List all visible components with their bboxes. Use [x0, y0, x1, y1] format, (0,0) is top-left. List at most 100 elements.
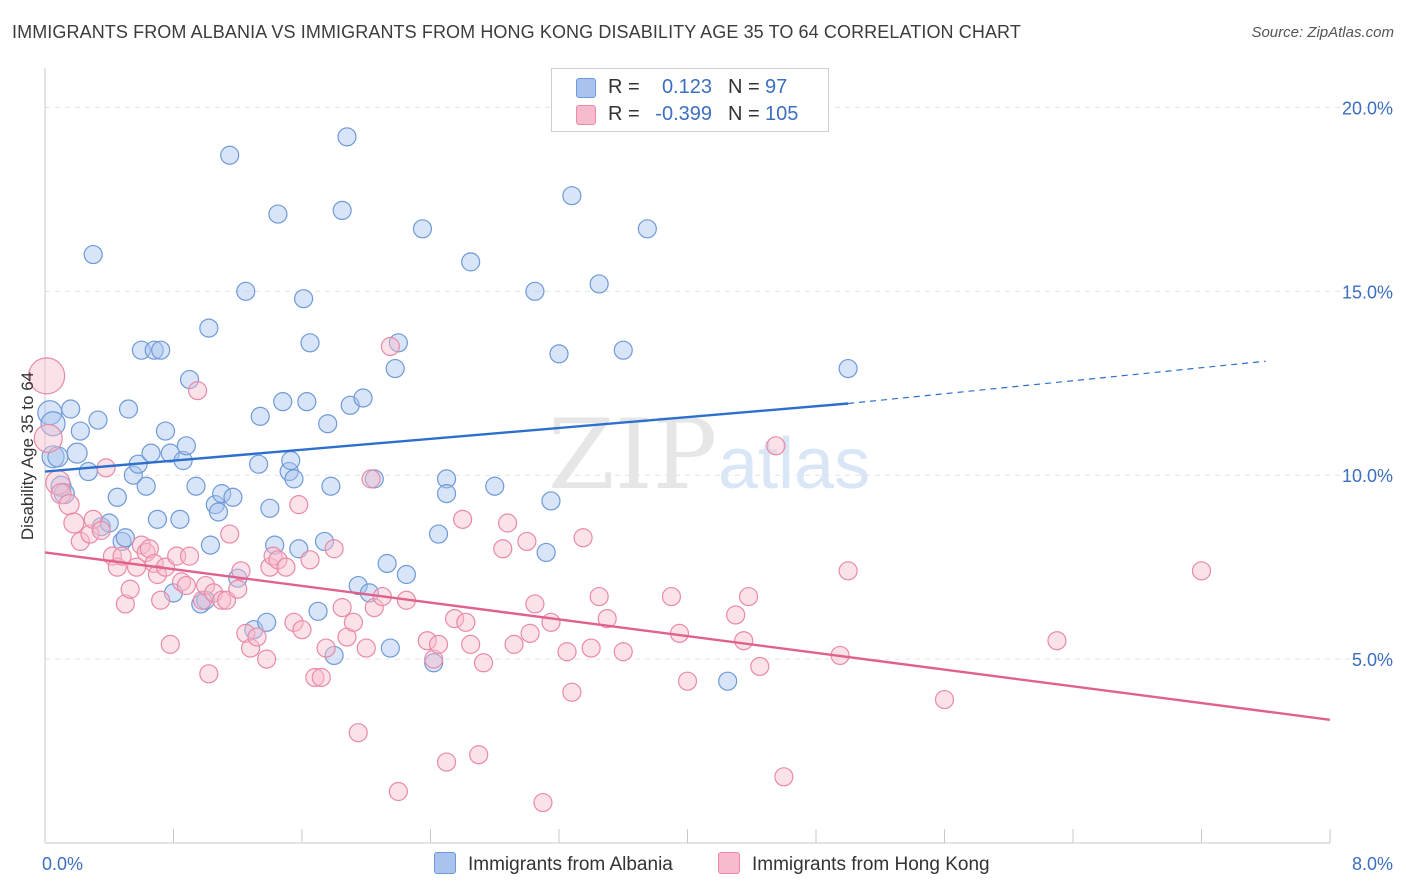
albania-point [337, 127, 357, 147]
legend-swatch-albania [576, 78, 596, 98]
hongkong-point [257, 649, 277, 669]
hongkong-point [187, 381, 208, 401]
hongkong-point [58, 494, 80, 516]
hongkong-point [80, 524, 100, 544]
source-credit: Source: ZipAtlas.com [1251, 24, 1394, 41]
albania-point [155, 421, 176, 441]
albania-point [294, 289, 314, 309]
hongkong-point [581, 638, 601, 658]
hongkong-point [504, 634, 524, 654]
legend-r-value-albania: 0.123 [661, 76, 712, 98]
hongkong-point [120, 579, 140, 599]
bottom-legend-hongkong: Immigrants from Hong Kong [718, 852, 990, 876]
albania-point [123, 465, 143, 485]
hongkong-point [677, 671, 698, 691]
hongkong-point [332, 598, 352, 618]
albania-point [41, 445, 65, 469]
hongkong-point [726, 605, 746, 625]
legend-n-label: N = [728, 76, 760, 98]
hongkong-point [289, 495, 309, 515]
hongkong-point [380, 336, 400, 357]
hongkong-point [364, 598, 384, 618]
albania-point [115, 528, 135, 548]
hongkong-point [91, 520, 111, 540]
hongkong-point [115, 594, 135, 614]
albania-point [718, 671, 738, 691]
hongkong-point [766, 436, 786, 456]
hongkong-point [453, 509, 473, 529]
bottom-legend-swatch-hongkong [718, 852, 740, 874]
albania-point [186, 476, 206, 496]
hongkong-point [424, 649, 444, 669]
hongkong-point [241, 638, 261, 658]
hongkong-point [597, 609, 617, 629]
albania-point [118, 399, 139, 419]
albania-point [348, 575, 368, 596]
y-axis-title: Disability Age 35 to 64 [18, 372, 37, 540]
hongkong-point [179, 546, 200, 566]
albania-point [324, 645, 344, 666]
legend-n-value-albania: 97 [765, 76, 788, 98]
hongkong-point [199, 664, 219, 684]
albania-point [249, 454, 269, 474]
albania-point [281, 450, 301, 471]
albania-point [257, 612, 277, 632]
bottom-legend-label-hongkong: Immigrants from Hong Kong [752, 854, 990, 875]
chart-title: IMMIGRANTS FROM ALBANIA VS IMMIGRANTS FR… [12, 22, 1021, 42]
albania-point [220, 145, 240, 165]
hongkong-point [525, 594, 545, 614]
albania-point [332, 200, 352, 221]
albania-point [83, 244, 103, 265]
hongkong-point [83, 509, 103, 529]
hongkong-point [613, 642, 633, 662]
albania-point [78, 461, 98, 482]
hongkong-point [661, 586, 682, 607]
legend-r-label: R = [608, 103, 640, 125]
hongkong-point [311, 667, 331, 688]
legend-r-value-hongkong: -0.399 [655, 103, 712, 125]
albania-trend-extension [848, 360, 1266, 405]
hongkong-point [151, 590, 171, 610]
hongkong-point [473, 653, 494, 673]
hongkong-point [573, 528, 593, 548]
hongkong-point [428, 634, 449, 654]
albania-point [61, 399, 81, 419]
y-tick-label: 15.0% [1342, 282, 1393, 302]
hongkong-point [520, 623, 540, 643]
hongkong-point [212, 590, 232, 610]
albania-point [136, 476, 156, 496]
albania-point [485, 476, 505, 496]
tick-labels: 5.0% 10.0% 15.0% 20.0% 0.0% 8.0% [42, 98, 1393, 874]
watermark-atlas: atlas [718, 424, 870, 504]
stats-legend: R = 0.123 N = 97 R = -0.399 N = 105 [551, 68, 829, 132]
axes [44, 68, 1331, 844]
albania-point [70, 421, 90, 441]
hongkong-point [469, 745, 489, 765]
hongkong-point [50, 483, 72, 505]
x-tick-label: 0.0% [42, 854, 83, 874]
albania-point [199, 318, 219, 338]
albania-point [200, 535, 221, 555]
hongkong-point [63, 512, 85, 534]
legend-row-hongkong: R = -0.399 N = 105 [552, 100, 828, 128]
hongkong-point [738, 586, 759, 607]
albania-point [428, 524, 449, 544]
hongkong-point [284, 612, 304, 632]
legend-row-albania: R = 0.123 N = 97 [552, 73, 828, 101]
albania-point [250, 406, 270, 426]
hongkong-point [533, 792, 553, 813]
albania-point [170, 509, 190, 529]
albania-point [385, 358, 405, 379]
hongkong-point [276, 557, 296, 577]
albania-point [268, 204, 288, 224]
legend-swatch-hongkong [576, 105, 596, 125]
hongkong-point [541, 612, 561, 632]
hongkong-point [461, 634, 481, 654]
albania-point [223, 487, 243, 507]
albania-point [314, 531, 335, 552]
albania-point [236, 281, 256, 301]
hongkong-point [231, 561, 251, 581]
albania-point [353, 388, 373, 408]
hongkong-point [498, 513, 518, 533]
legend-n-value-hongkong: 105 [765, 103, 799, 125]
